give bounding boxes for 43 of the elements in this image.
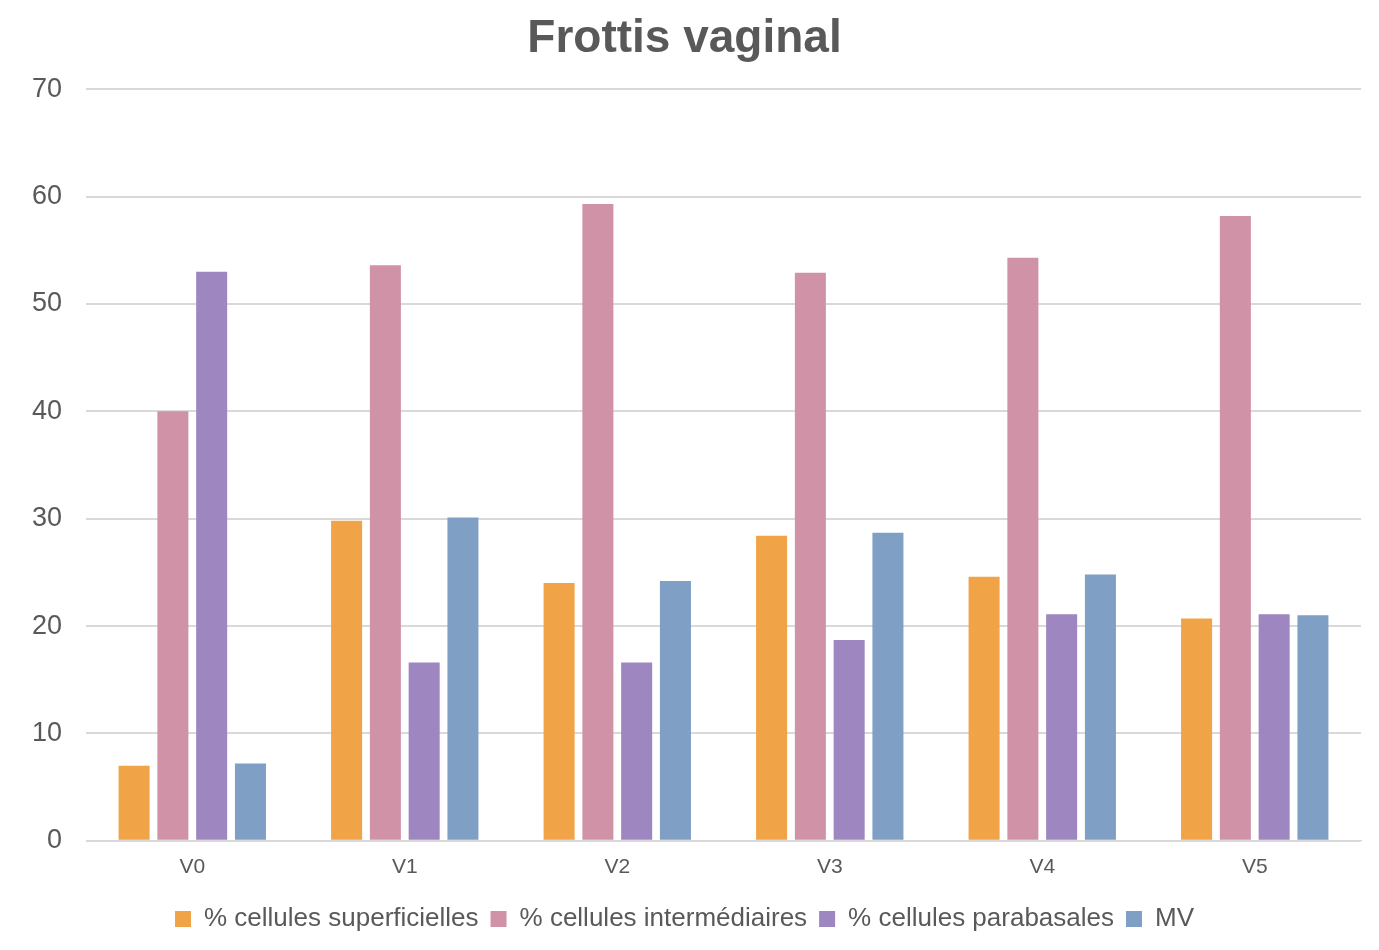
bar [1297, 615, 1329, 840]
bar [447, 517, 479, 840]
bar [833, 640, 865, 840]
bar [872, 532, 904, 840]
chart-title: Frottis vaginal [527, 10, 842, 63]
y-tick-label: 20 [31, 609, 63, 640]
legend-label: % cellules parabasales [848, 902, 1115, 933]
bar [543, 583, 575, 840]
bar [408, 662, 440, 840]
bar [234, 763, 266, 840]
x-tick-label: V2 [604, 854, 631, 878]
bar [1181, 618, 1213, 840]
bar [756, 535, 788, 840]
y-tick-label: 30 [31, 502, 63, 533]
bar [1007, 257, 1039, 840]
legend-label: MV [1155, 902, 1195, 933]
y-tick-label: 70 [31, 72, 63, 103]
bar [1219, 215, 1251, 840]
y-tick-label: 40 [31, 394, 63, 425]
bar [1084, 574, 1116, 840]
y-tick-label: 60 [31, 180, 63, 211]
y-tick-label: 0 [47, 824, 63, 855]
y-tick-label: 50 [31, 287, 63, 318]
x-tick-label: V5 [1241, 854, 1268, 878]
x-tick-label: V1 [391, 854, 418, 878]
bar [369, 265, 401, 840]
x-tick-label: V3 [816, 854, 843, 878]
bar [794, 272, 826, 840]
bar [118, 765, 150, 840]
legend-label: % cellules intermédiaires [519, 902, 808, 933]
legend-label: % cellules superficielles [203, 902, 479, 933]
x-tick-label: V0 [179, 854, 206, 878]
bar [331, 520, 363, 840]
bar [659, 580, 691, 840]
bar [582, 204, 614, 840]
bar [157, 411, 189, 840]
x-tick-label: V4 [1029, 854, 1056, 878]
bar [1046, 614, 1078, 840]
bar [968, 576, 1000, 840]
bar [196, 271, 228, 840]
y-tick-label: 10 [31, 716, 63, 747]
bar [1258, 614, 1290, 840]
bar [621, 662, 653, 840]
